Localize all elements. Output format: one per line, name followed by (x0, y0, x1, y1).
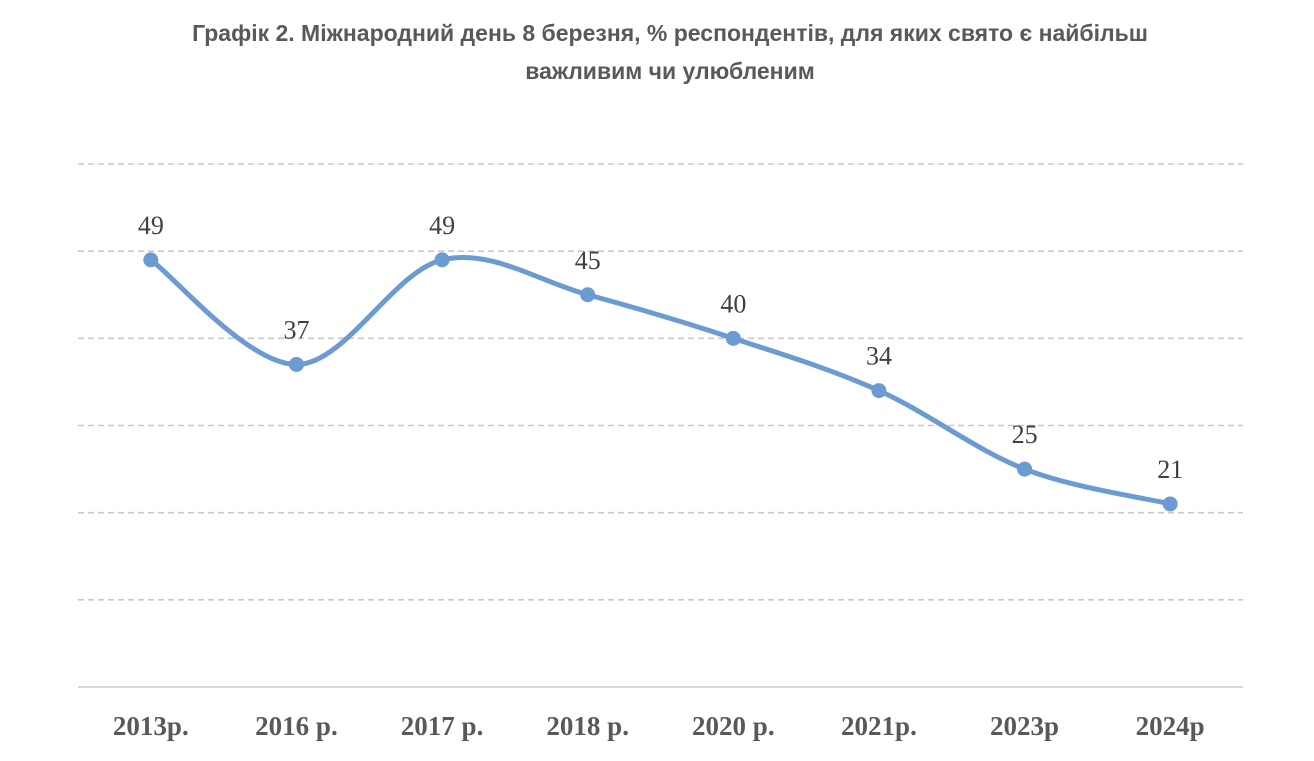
x-tick-label: 2023р (990, 711, 1059, 741)
x-tick-label: 2013р. (113, 711, 189, 741)
chart-title-line-1: Графік 2. Міжнародний день 8 березня, % … (192, 20, 1148, 46)
data-label: 45 (575, 246, 601, 275)
data-point (143, 252, 159, 268)
data-label: 40 (720, 289, 746, 318)
data-label: 25 (1012, 420, 1038, 449)
x-tick-label: 2017 р. (401, 711, 484, 741)
data-label: 49 (138, 211, 164, 240)
data-label: 34 (866, 342, 892, 371)
data-label: 37 (283, 315, 309, 344)
chart-title-line-2: важливим чи улюбленим (525, 58, 815, 84)
x-tick-label: 2021р. (841, 711, 917, 741)
data-point (871, 383, 887, 399)
data-label: 49 (429, 211, 455, 240)
x-tick-label: 2018 р. (546, 711, 629, 741)
chart-title: Графік 2. Міжнародний день 8 березня, % … (60, 14, 1280, 90)
x-tick-label: 2020 р. (692, 711, 775, 741)
data-point (580, 287, 596, 303)
data-point (434, 252, 450, 268)
data-point (1017, 461, 1033, 477)
data-label: 21 (1157, 455, 1183, 484)
data-point (288, 356, 304, 372)
series-line (148, 254, 1173, 507)
x-tick-label: 2024р (1136, 711, 1205, 741)
data-point (1162, 496, 1178, 512)
x-tick-label: 2016 р. (255, 711, 338, 741)
data-point (725, 330, 741, 346)
